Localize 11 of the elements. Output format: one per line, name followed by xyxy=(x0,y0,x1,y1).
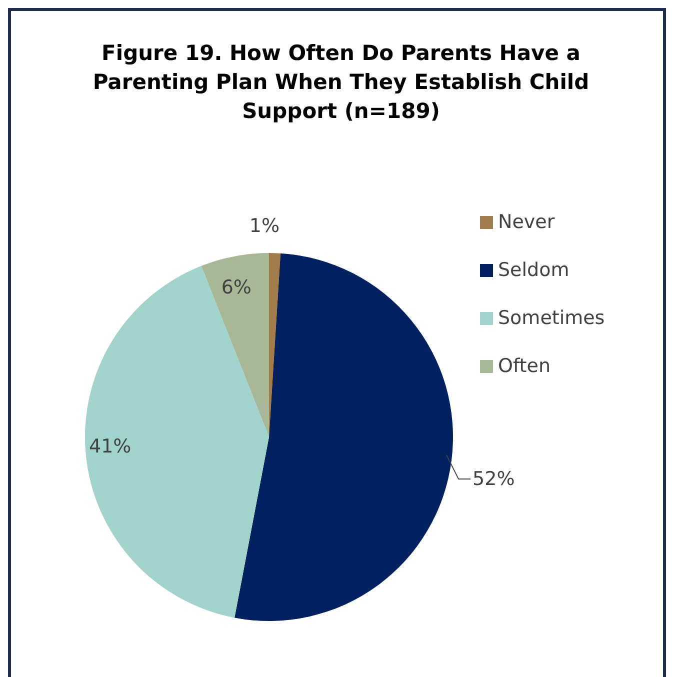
legend-label: Sometimes xyxy=(498,307,605,329)
chart-title: Figure 19. How Often Do Parents Have a Parenting Plan When They Establish Child Support (n=189) xyxy=(92,40,590,125)
legend-label: Never xyxy=(498,211,555,233)
legend-label: Often xyxy=(498,355,550,377)
data-label: 1% xyxy=(249,215,280,238)
data-label: 41% xyxy=(89,436,132,458)
pie-slice xyxy=(201,253,269,437)
data-label: 52% xyxy=(472,468,515,490)
data-label: 6% xyxy=(221,276,252,298)
legend-label: Seldom xyxy=(498,259,570,281)
pie-slice xyxy=(85,266,269,618)
